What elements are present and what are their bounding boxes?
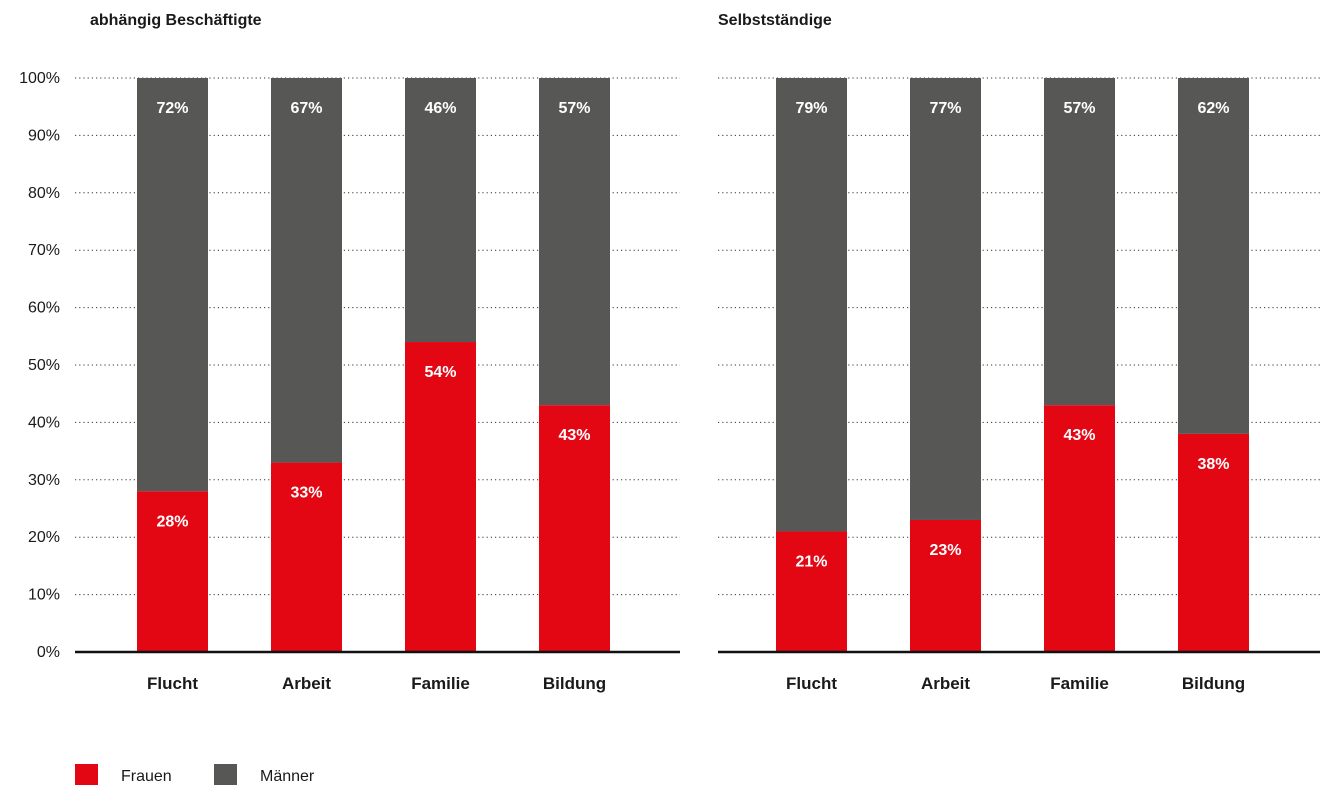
legend-label: Männer [260,768,315,785]
bar-maenner-arbeit [910,78,981,520]
legend-swatch-maenner [214,764,237,785]
value-label-maenner: 46% [424,100,456,117]
chart-panel-1: abhängig Beschäftigte 0% 10% 20% 30% 40% 50% 60… [19,12,680,693]
y-tick-label: 20% [28,529,60,546]
category-label: Flucht [147,674,198,693]
panel-title: abhängig Beschäftigte [90,12,262,29]
panel-title: Selbstständige [718,12,832,29]
value-label-frauen: 43% [1063,427,1095,444]
category-label: Arbeit [282,674,331,693]
bar-frauen-familie [1044,405,1115,652]
bar-maenner-familie [1044,78,1115,406]
y-tick-label: 90% [28,127,60,144]
value-label-frauen: 23% [929,542,961,559]
bar-frauen-flucht [137,491,208,652]
category-label: Familie [411,674,470,693]
bar-frauen-flucht [776,531,847,652]
value-label-maenner: 67% [290,100,322,117]
y-tick-label: 60% [28,300,60,317]
value-label-frauen: 43% [558,427,590,444]
value-label-frauen: 28% [156,513,188,530]
category-label: Bildung [543,674,606,693]
legend-label: Frauen [121,768,172,785]
value-label-maenner: 57% [1063,100,1095,117]
y-tick-label: 10% [28,587,60,604]
bar-maenner-flucht [137,78,208,492]
bar-maenner-bildung [539,78,610,406]
legend-swatch-frauen [75,764,98,785]
bar-maenner-flucht [776,78,847,532]
legend: Frauen Männer [75,764,315,785]
value-label-maenner: 57% [558,100,590,117]
value-label-maenner: 77% [929,100,961,117]
bar-frauen-bildung [1178,433,1249,652]
value-label-frauen: 33% [290,485,322,502]
value-label-maenner: 72% [156,100,188,117]
chart-panel-2: Selbstständige 79% 21% Flucht 77% 23% Arbeit 57… [718,12,1320,693]
bar-maenner-familie [405,78,476,343]
y-tick-label: 40% [28,414,60,431]
value-label-maenner: 62% [1197,100,1229,117]
y-tick-label: 100% [19,70,60,87]
category-label: Familie [1050,674,1109,693]
value-label-maenner: 79% [795,100,827,117]
bar-frauen-bildung [539,405,610,652]
value-label-frauen: 54% [424,364,456,381]
category-label: Arbeit [921,674,970,693]
y-tick-label: 0% [37,644,60,661]
bar-maenner-arbeit [271,78,342,463]
category-label: Bildung [1182,674,1245,693]
value-label-frauen: 21% [795,553,827,570]
y-tick-label: 50% [28,357,60,374]
y-tick-label: 80% [28,185,60,202]
y-tick-label: 70% [28,242,60,259]
bar-frauen-arbeit [910,519,981,652]
y-tick-label: 30% [28,472,60,489]
bar-frauen-arbeit [271,462,342,652]
bar-frauen-familie [405,342,476,652]
value-label-frauen: 38% [1197,456,1229,473]
bar-maenner-bildung [1178,78,1249,434]
category-label: Flucht [786,674,837,693]
